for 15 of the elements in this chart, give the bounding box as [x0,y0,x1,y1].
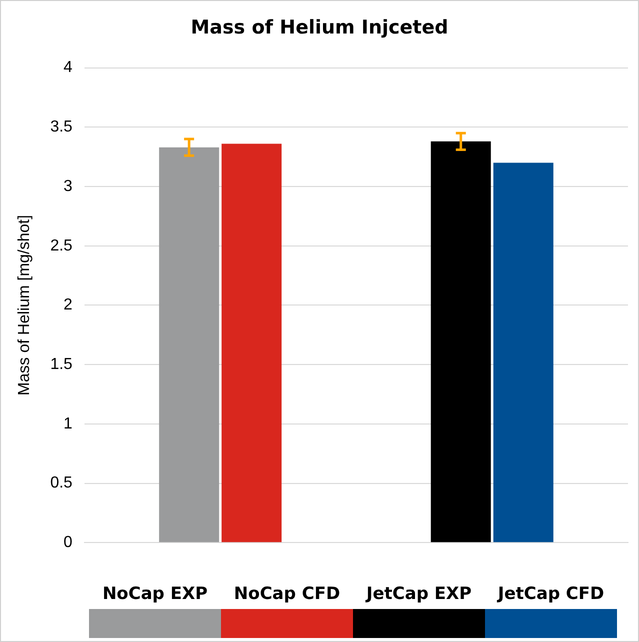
y-axis-title: Mass of Helium [mg/shot] [16,214,34,396]
text: JetCap EXP [366,583,472,606]
y-tick-label: 0.5 [50,474,73,492]
y-tick-label: 3 [64,178,73,195]
y-tick-label: 1 [64,415,73,432]
y-tick-label: 0 [64,534,73,552]
y-tick-label: 4 [64,59,73,76]
y-tick-label: 3.5 [50,118,73,136]
chart-title: Mass of Helium Injceted [190,16,448,38]
y-tick-label: 2.5 [50,237,73,254]
y-tick-label: 1.5 [50,356,73,373]
y-tick-label: 2 [64,296,73,314]
text: JetCap CFD [498,583,604,606]
text: NoCap EXP [102,583,208,606]
text: NoCap CFD [234,583,340,606]
